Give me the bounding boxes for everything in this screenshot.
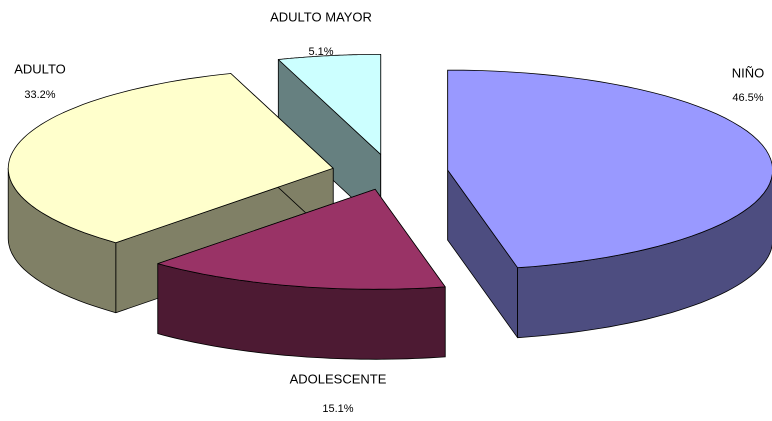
slice-value-label: 46.5% [732, 92, 763, 104]
slice-value-label: 15.1% [322, 403, 353, 415]
slice-label: ADULTO MAYOR [270, 9, 372, 24]
slice-label: ADOLESCENTE [290, 371, 387, 386]
slice [7, 73, 334, 244]
slice [447, 69, 772, 269]
slice-label: ADULTO [14, 61, 66, 76]
slice [157, 188, 446, 290]
slice-value-label: 33.2% [24, 89, 55, 101]
slice-value-label: 5.1% [308, 46, 333, 58]
slice-label: NIÑO [732, 65, 765, 80]
slice [277, 54, 382, 155]
